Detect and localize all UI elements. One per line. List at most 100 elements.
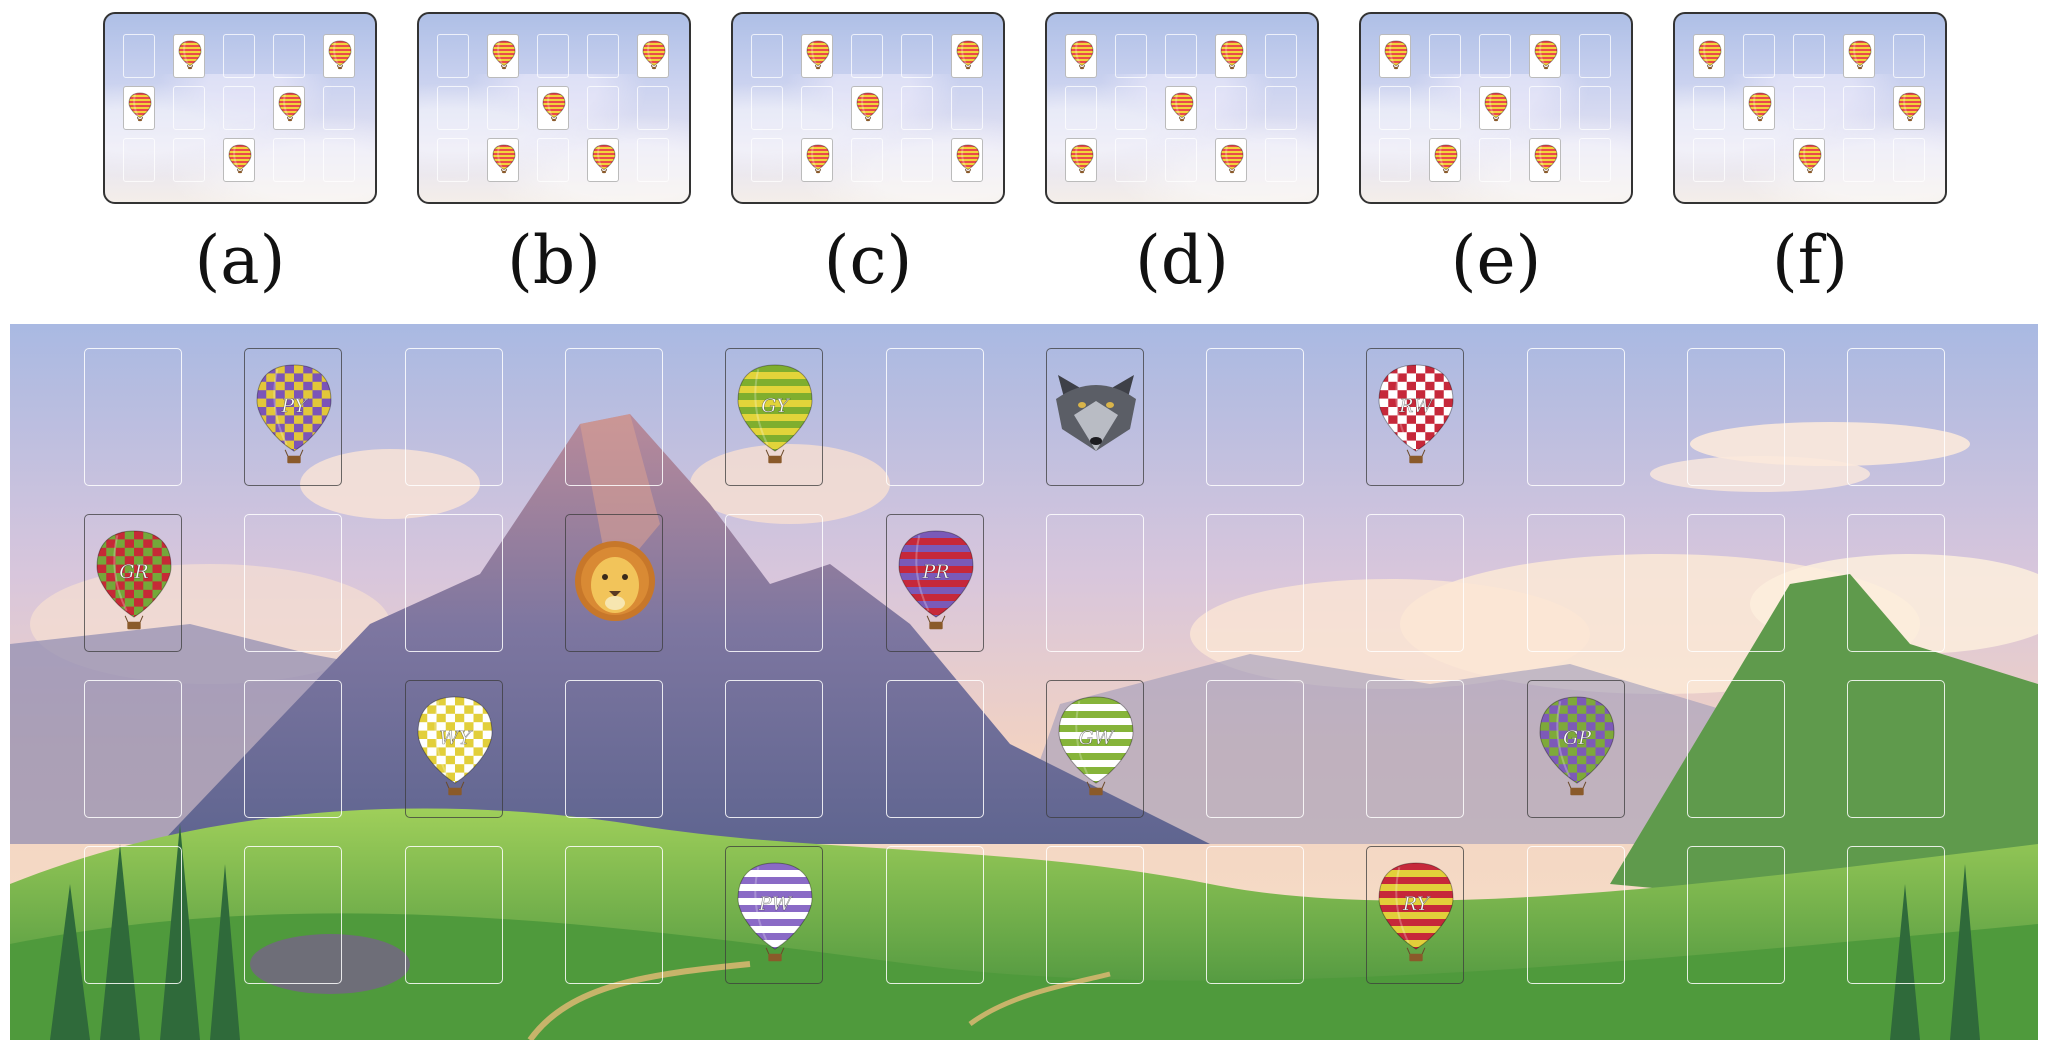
- thumb-card-balloon: [1893, 86, 1925, 130]
- card-facedown[interactable]: [1847, 348, 1946, 486]
- card-balloon-pr[interactable]: PR: [885, 514, 984, 652]
- balloon-icon: [1534, 40, 1558, 70]
- thumbnail-panels: (a) (b) (c) (d) (e) (f): [0, 0, 2048, 310]
- panel-d: [1045, 12, 1319, 204]
- thumb-card-balloon: [1843, 34, 1875, 78]
- balloon-icon: [1220, 144, 1244, 174]
- thumb-card-empty: [1479, 34, 1511, 78]
- card-facedown[interactable]: [1526, 514, 1625, 652]
- card-balloon-pw[interactable]: PW: [725, 846, 824, 984]
- card-lion[interactable]: [564, 514, 663, 652]
- card-balloon-rw[interactable]: RW: [1366, 348, 1465, 486]
- thumb-card-empty: [851, 34, 883, 78]
- card-facedown[interactable]: [1045, 514, 1144, 652]
- card-facedown[interactable]: [244, 846, 343, 984]
- balloon-icon: RY: [1378, 862, 1454, 962]
- card-balloon-gy[interactable]: GY: [725, 348, 824, 486]
- panel-label-c: (c): [823, 222, 913, 299]
- card-facedown[interactable]: [404, 348, 503, 486]
- card-facedown[interactable]: [725, 514, 824, 652]
- card-facedown[interactable]: [1687, 514, 1785, 652]
- thumb-card-balloon: [1165, 86, 1197, 130]
- card-facedown[interactable]: [1206, 348, 1305, 486]
- thumb-card-empty: [1693, 86, 1725, 130]
- thumb-card-empty: [1893, 34, 1925, 78]
- card-facedown[interactable]: [84, 348, 182, 486]
- balloon-icon: [1170, 92, 1194, 122]
- card-facedown[interactable]: [725, 680, 824, 818]
- card-facedown[interactable]: [1847, 514, 1946, 652]
- card-facedown[interactable]: [564, 680, 663, 818]
- thumb-card-empty: [1115, 34, 1147, 78]
- thumb-card-balloon: [801, 34, 833, 78]
- card-facedown[interactable]: [1206, 514, 1305, 652]
- card-facedown[interactable]: [1526, 348, 1625, 486]
- thumb-card-empty: [901, 34, 933, 78]
- card-facedown[interactable]: [564, 846, 663, 984]
- thumb-card-empty: [487, 86, 519, 130]
- balloon-label: PY: [281, 395, 310, 417]
- thumb-card-empty: [1529, 86, 1561, 130]
- thumb-card-balloon: [851, 86, 883, 130]
- card-balloon-gr[interactable]: GR: [84, 514, 182, 652]
- balloon-icon: [1070, 40, 1094, 70]
- balloon-icon: [278, 92, 302, 122]
- card-balloon-gp[interactable]: GP: [1526, 680, 1625, 818]
- thumb-card-empty: [1743, 138, 1775, 182]
- thumb-card-empty: [323, 138, 355, 182]
- card-facedown[interactable]: [885, 680, 984, 818]
- card-facedown[interactable]: [84, 680, 182, 818]
- card-facedown[interactable]: [1847, 680, 1946, 818]
- thumb-card-empty: [951, 86, 983, 130]
- thumb-card-empty: [1579, 138, 1611, 182]
- thumb-card-empty: [1065, 86, 1097, 130]
- card-facedown[interactable]: [885, 348, 984, 486]
- lion-icon: [574, 541, 655, 621]
- card-facedown[interactable]: [1206, 846, 1305, 984]
- thumb-card-empty: [1265, 86, 1297, 130]
- card-facedown[interactable]: [1045, 846, 1144, 984]
- card-facedown[interactable]: [1366, 680, 1465, 818]
- card-facedown[interactable]: [885, 846, 984, 984]
- card-facedown[interactable]: [244, 514, 343, 652]
- card-facedown[interactable]: [1687, 348, 1785, 486]
- balloon-icon: [1698, 40, 1722, 70]
- card-facedown[interactable]: [1526, 846, 1625, 984]
- panel-label-e: (e): [1450, 222, 1542, 299]
- thumb-card-balloon: [587, 138, 619, 182]
- balloon-icon: [642, 40, 666, 70]
- thumb-card-empty: [1165, 34, 1197, 78]
- card-facedown[interactable]: [1687, 846, 1785, 984]
- card-facedown[interactable]: [244, 680, 343, 818]
- thumb-card-empty: [1843, 138, 1875, 182]
- card-wolf[interactable]: [1045, 348, 1144, 486]
- card-balloon-ry[interactable]: RY: [1366, 846, 1465, 984]
- card-facedown[interactable]: [1847, 846, 1946, 984]
- card-facedown[interactable]: [1206, 680, 1305, 818]
- thumb-card-empty: [1379, 86, 1411, 130]
- thumb-card-empty: [173, 138, 205, 182]
- panel-label-d: (d): [1135, 222, 1229, 299]
- thumb-card-empty: [1893, 138, 1925, 182]
- thumb-card-balloon: [1065, 138, 1097, 182]
- balloon-icon: [1534, 144, 1558, 174]
- thumb-card-balloon: [1529, 138, 1561, 182]
- card-facedown[interactable]: [564, 348, 663, 486]
- panel-a: [103, 12, 377, 204]
- card-facedown[interactable]: [404, 846, 503, 984]
- card-balloon-wy[interactable]: WY: [404, 680, 503, 818]
- balloon-icon: PR: [897, 530, 974, 630]
- card-balloon-py[interactable]: PY: [244, 348, 343, 486]
- thumb-card-balloon: [223, 138, 255, 182]
- card-facedown[interactable]: [1687, 680, 1785, 818]
- thumb-card-empty: [1379, 138, 1411, 182]
- card-facedown[interactable]: [84, 846, 182, 984]
- thumb-card-empty: [1793, 34, 1825, 78]
- card-facedown[interactable]: [1366, 514, 1465, 652]
- landscape-background: [10, 324, 2038, 1040]
- card-facedown[interactable]: [404, 514, 503, 652]
- balloon-icon: PY: [256, 364, 332, 464]
- card-balloon-gw[interactable]: GW: [1045, 680, 1144, 818]
- thumb-card-empty: [173, 86, 205, 130]
- panel-c: [731, 12, 1005, 204]
